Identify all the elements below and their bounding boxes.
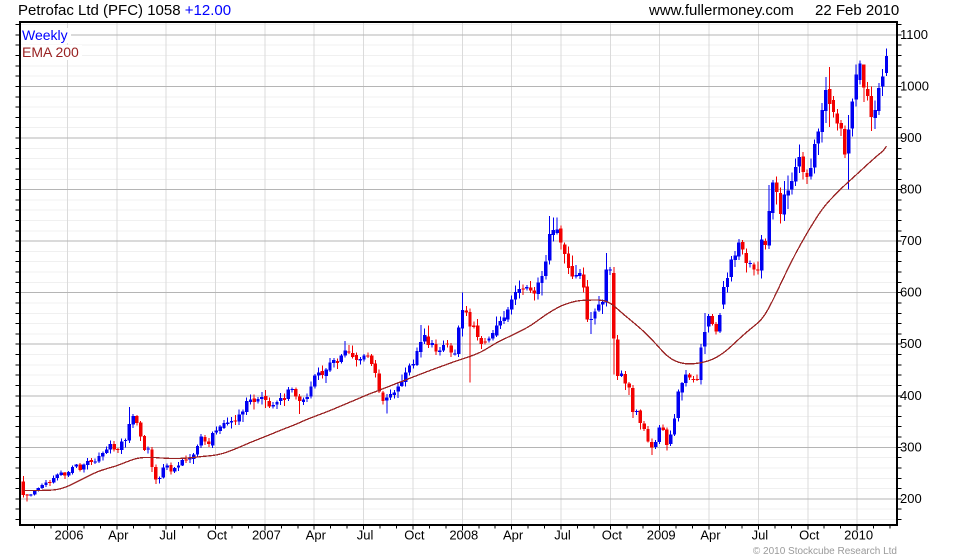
svg-text:Oct: Oct xyxy=(602,528,623,543)
svg-text:2009: 2009 xyxy=(647,528,676,543)
svg-text:700: 700 xyxy=(900,233,922,248)
svg-text:Apr: Apr xyxy=(503,528,524,543)
svg-text:600: 600 xyxy=(900,285,922,300)
svg-text:200: 200 xyxy=(900,491,922,506)
svg-text:Apr: Apr xyxy=(306,528,327,543)
svg-text:2007: 2007 xyxy=(252,528,281,543)
svg-text:Jul: Jul xyxy=(752,528,769,543)
svg-text:2010: 2010 xyxy=(844,528,873,543)
svg-text:900: 900 xyxy=(900,130,922,145)
svg-text:Oct: Oct xyxy=(799,528,820,543)
svg-text:Oct: Oct xyxy=(207,528,228,543)
svg-text:1100: 1100 xyxy=(900,27,928,42)
svg-text:1000: 1000 xyxy=(900,79,929,94)
svg-text:Jul: Jul xyxy=(554,528,571,543)
svg-text:400: 400 xyxy=(900,388,922,403)
svg-text:Jul: Jul xyxy=(159,528,176,543)
svg-text:800: 800 xyxy=(900,182,922,197)
svg-text:Jul: Jul xyxy=(357,528,374,543)
svg-text:2006: 2006 xyxy=(55,528,84,543)
svg-text:2008: 2008 xyxy=(449,528,478,543)
svg-text:Apr: Apr xyxy=(700,528,721,543)
svg-text:500: 500 xyxy=(900,336,922,351)
svg-text:Apr: Apr xyxy=(108,528,129,543)
svg-text:300: 300 xyxy=(900,439,922,454)
svg-text:Oct: Oct xyxy=(404,528,425,543)
